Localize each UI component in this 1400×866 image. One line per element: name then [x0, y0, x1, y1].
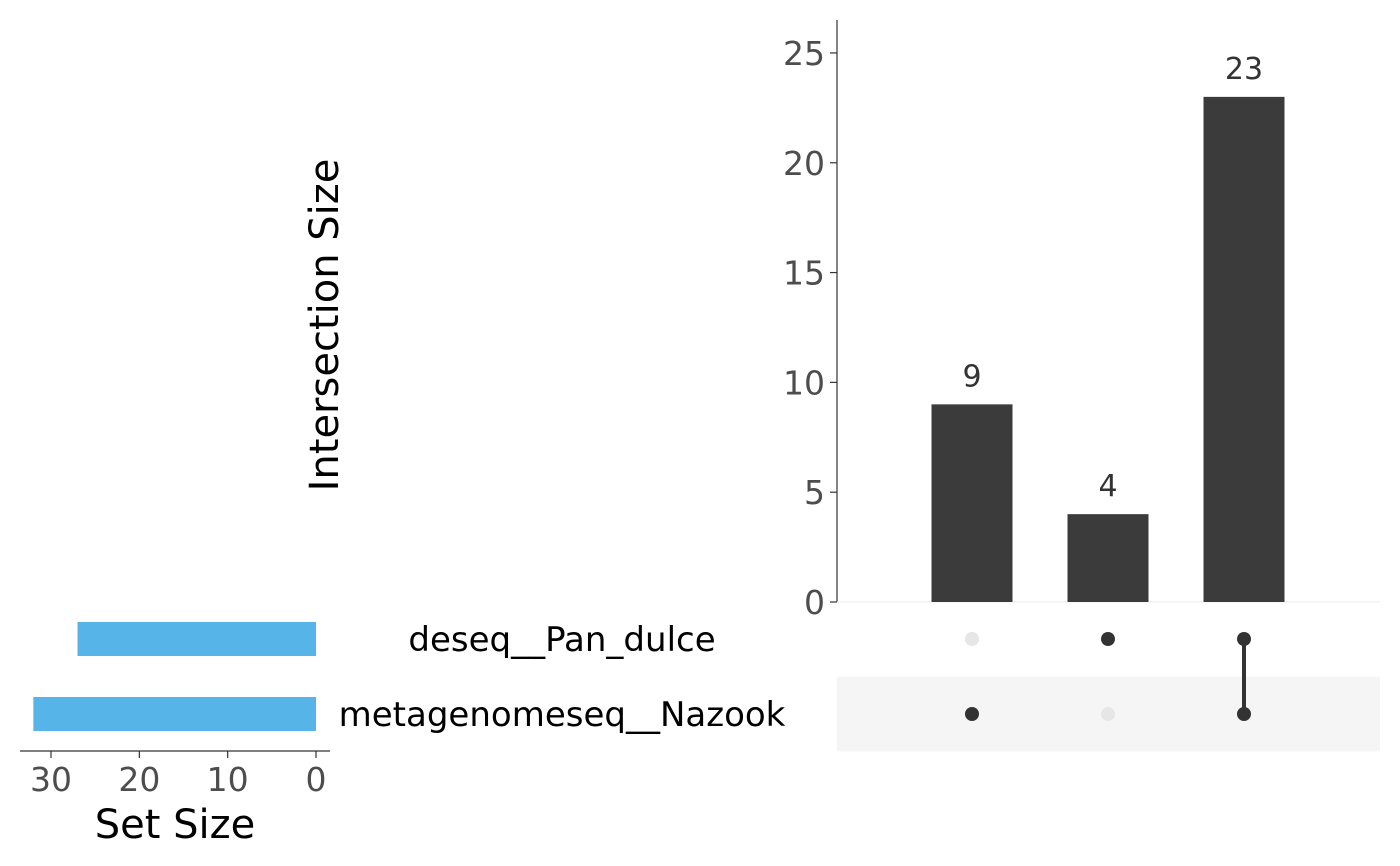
set-size-tick-label: 30 [30, 760, 72, 799]
bar-value-label: 4 [1098, 469, 1117, 504]
set-size-tick-label: 10 [207, 760, 249, 799]
y-tick-label: 5 [804, 473, 825, 512]
bar-value-label: 23 [1225, 52, 1263, 87]
x-axis-title: Set Size [95, 802, 256, 848]
set-size-tick-label: 20 [118, 760, 160, 799]
set-name-label: deseq__Pan_dulce [408, 620, 715, 660]
set-size-tick-label: 0 [306, 760, 327, 799]
intersection-bars: 0 5 10 15 20 25 9 4 23 [783, 20, 1380, 622]
matrix-dot-inactive [965, 632, 979, 646]
y-tick-label: 20 [783, 144, 825, 183]
y-tick-label: 0 [804, 583, 825, 622]
matrix-dot-active [965, 707, 979, 721]
y-tick-label: 25 [783, 34, 825, 73]
intersection-bar [1067, 514, 1149, 602]
matrix-panel: deseq__Pan_dulce metagenomeseq__Nazook [339, 620, 1380, 752]
y-axis-title: Intersection Size [302, 159, 348, 492]
intersection-bar [1203, 96, 1285, 603]
matrix-dot-active [1101, 632, 1115, 646]
bar-value-label: 9 [962, 359, 981, 394]
set-size-panel: 30 20 10 0 [20, 622, 330, 799]
set-name-label: metagenomeseq__Nazook [339, 695, 786, 735]
y-tick-label: 15 [783, 254, 825, 293]
set-size-bar [33, 697, 316, 731]
y-tick-label: 10 [783, 363, 825, 402]
intersection-bar [931, 404, 1013, 602]
matrix-dot-inactive [1101, 707, 1115, 721]
matrix-dot-active [1237, 707, 1251, 721]
set-size-bar [77, 622, 316, 656]
matrix-dot-active [1237, 632, 1251, 646]
